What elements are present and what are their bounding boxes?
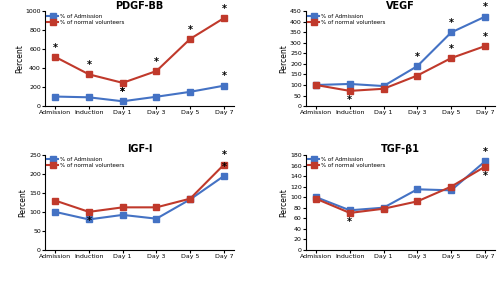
% of normal volunteers [187,37,193,41]
% of normal volunteers [120,81,126,85]
Line: % of Admission: % of Admission [314,14,488,89]
% of normal volunteers [120,205,126,209]
Text: *: * [482,32,488,42]
Line: % of normal volunteers: % of normal volunteers [314,164,488,216]
Text: *: * [482,171,488,181]
Text: *: * [448,44,454,54]
Line: % of Admission: % of Admission [314,159,488,213]
Title: PDGF-BB: PDGF-BB [116,1,164,11]
% of Admission [120,213,126,217]
Y-axis label: Percent: Percent [280,44,288,73]
% of normal volunteers [482,44,488,48]
% of Admission [86,218,92,221]
Text: *: * [348,217,352,227]
% of Admission [52,210,58,214]
Legend: % of Admission, % of normal volunteers: % of Admission, % of normal volunteers [46,13,125,25]
% of normal volunteers [380,207,386,210]
% of normal volunteers [52,199,58,202]
% of normal volunteers [52,55,58,59]
% of normal volunteers [86,73,92,76]
% of normal volunteers [414,74,420,77]
% of Admission [154,217,160,220]
% of Admission [154,95,160,98]
% of normal volunteers [221,163,227,166]
Y-axis label: Percent: Percent [280,188,288,217]
Title: IGF-I: IGF-I [127,144,152,154]
% of normal volunteers [313,83,319,87]
Text: *: * [120,87,125,97]
% of Admission [313,83,319,87]
% of Admission [187,198,193,201]
% of Admission [120,100,126,103]
Text: *: * [415,52,420,62]
Text: *: * [222,162,226,172]
Text: *: * [188,25,192,35]
Line: % of normal volunteers: % of normal volunteers [52,15,227,86]
% of Admission [86,96,92,99]
% of normal volunteers [86,210,92,214]
Text: *: * [482,147,488,157]
% of Admission [448,31,454,34]
% of normal volunteers [380,87,386,90]
% of Admission [313,195,319,199]
% of Admission [448,189,454,192]
% of Admission [221,84,227,88]
Text: *: * [482,3,488,12]
Line: % of normal volunteers: % of normal volunteers [314,43,488,94]
% of Admission [380,206,386,210]
Text: *: * [448,18,454,28]
% of Admission [414,188,420,191]
Title: VEGF: VEGF [386,1,415,11]
Y-axis label: Percent: Percent [18,188,28,217]
% of Admission [482,160,488,163]
Text: *: * [86,60,92,70]
% of normal volunteers [414,200,420,203]
Legend: % of Admission, % of normal volunteers: % of Admission, % of normal volunteers [308,157,386,169]
% of normal volunteers [187,197,193,200]
% of normal volunteers [448,56,454,60]
Text: *: * [222,150,226,160]
% of Admission [482,15,488,18]
% of Admission [414,64,420,68]
% of Admission [347,209,353,212]
% of Admission [380,84,386,88]
% of normal volunteers [448,185,454,188]
% of Admission [221,174,227,178]
% of normal volunteers [347,89,353,93]
Text: *: * [120,87,125,97]
Text: *: * [348,95,352,105]
% of Admission [187,90,193,94]
Legend: % of Admission, % of normal volunteers: % of Admission, % of normal volunteers [46,157,125,169]
% of normal volunteers [313,197,319,201]
% of normal volunteers [482,165,488,168]
% of normal volunteers [347,211,353,215]
Line: % of Admission: % of Admission [52,173,227,222]
% of normal volunteers [154,205,160,209]
Legend: % of Admission, % of normal volunteers: % of Admission, % of normal volunteers [308,13,386,25]
Text: *: * [222,71,226,82]
Text: *: * [222,4,226,14]
Text: *: * [86,216,92,226]
% of Admission [347,82,353,86]
% of normal volunteers [221,16,227,20]
% of Admission [52,95,58,98]
Text: *: * [154,57,159,67]
Y-axis label: Percent: Percent [15,44,24,73]
Text: *: * [52,42,58,53]
Line: % of normal volunteers: % of normal volunteers [52,162,227,215]
Title: TGF-β1: TGF-β1 [381,144,420,154]
Line: % of Admission: % of Admission [52,83,227,104]
% of normal volunteers [154,69,160,73]
